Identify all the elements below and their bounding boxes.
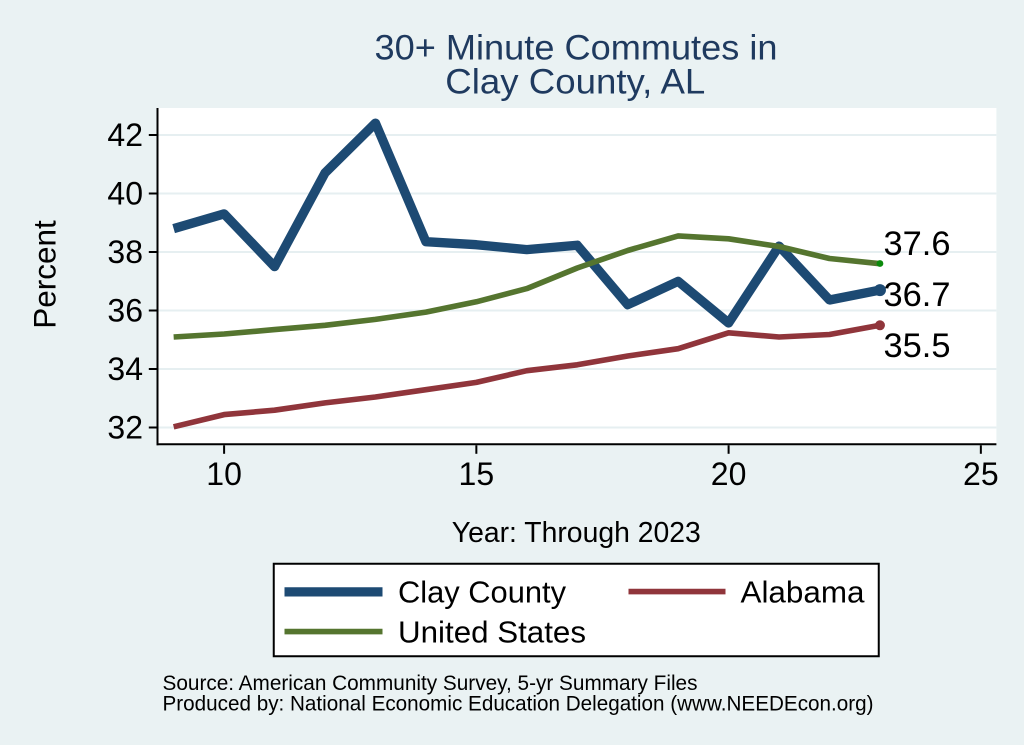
- svg-text:34: 34: [107, 351, 143, 387]
- svg-text:36: 36: [107, 293, 143, 329]
- svg-text:Clay County, AL: Clay County, AL: [445, 62, 705, 101]
- svg-text:37.6: 37.6: [884, 225, 951, 263]
- svg-text:32: 32: [107, 410, 143, 446]
- svg-text:40: 40: [107, 176, 143, 212]
- svg-text:38: 38: [107, 234, 143, 270]
- svg-text:Percent: Percent: [27, 220, 63, 329]
- svg-text:30+ Minute Commutes in: 30+ Minute Commutes in: [375, 28, 778, 67]
- svg-text:35.5: 35.5: [884, 327, 951, 365]
- svg-text:Alabama: Alabama: [741, 575, 866, 610]
- svg-text:Source: American Community Sur: Source: American Community Survey, 5-yr …: [163, 671, 698, 695]
- svg-text:United States: United States: [398, 614, 586, 649]
- svg-text:10: 10: [206, 456, 242, 492]
- svg-text:42: 42: [107, 117, 143, 153]
- svg-text:20: 20: [711, 456, 747, 492]
- svg-text:36.7: 36.7: [884, 276, 951, 314]
- svg-text:25: 25: [963, 456, 999, 492]
- svg-text:15: 15: [459, 456, 495, 492]
- svg-text:Clay County: Clay County: [398, 575, 566, 610]
- svg-text:Year: Through 2023: Year: Through 2023: [452, 517, 701, 549]
- svg-text:Produced by: National Economic: Produced by: National Economic Education…: [163, 692, 874, 716]
